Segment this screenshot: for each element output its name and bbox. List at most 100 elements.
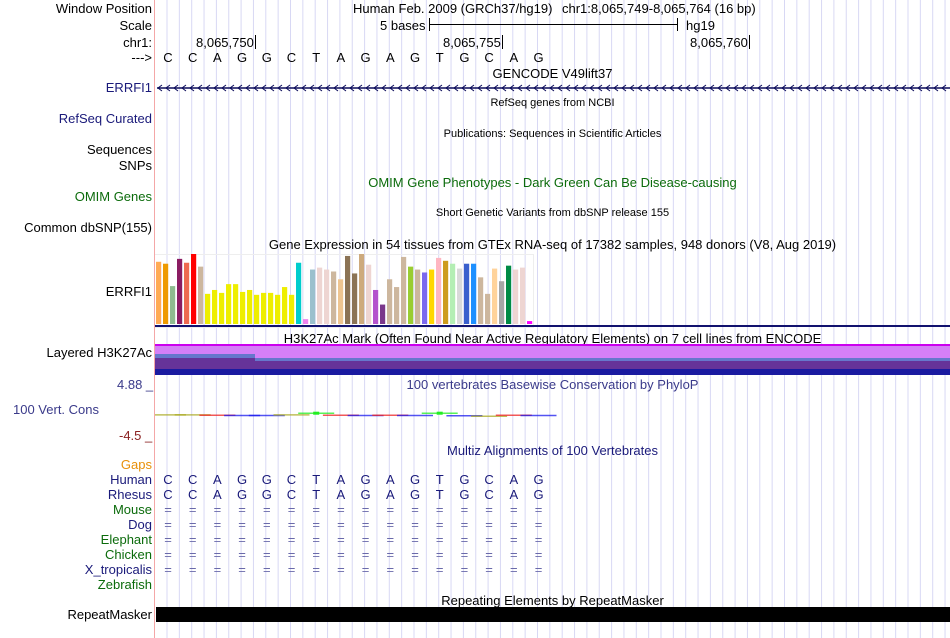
gtex-tissue-bar[interactable] xyxy=(268,292,274,324)
gtex-tissue-bar[interactable] xyxy=(261,292,267,324)
aligned-match-symbol: = xyxy=(485,562,493,577)
phylop-track-label[interactable]: 100 Vert. Cons xyxy=(13,402,99,417)
strand-chevron-icon xyxy=(549,84,555,92)
gtex-tissue-bar[interactable] xyxy=(275,294,281,324)
gtex-tissue-bar[interactable] xyxy=(191,254,197,324)
publications-label-sequences[interactable]: Sequences xyxy=(86,142,152,157)
gtex-tissue-bar[interactable] xyxy=(499,281,505,324)
gencode-gene-model[interactable] xyxy=(155,80,950,96)
refseq-track-label[interactable]: RefSeq Curated xyxy=(58,111,152,126)
strand-chevron-icon xyxy=(357,84,363,92)
h3k27ac-track-title: H3K27Ac Mark (Often Found Near Active Re… xyxy=(283,331,822,346)
gtex-tissue-bar[interactable] xyxy=(492,268,498,324)
gtex-tissue-bar[interactable] xyxy=(443,260,449,324)
aligned-match-symbol: = xyxy=(263,532,271,547)
gtex-tissue-bar[interactable] xyxy=(226,284,232,324)
species-label-chicken[interactable]: Chicken xyxy=(105,547,152,562)
phylop-conservation-plot[interactable] xyxy=(155,405,950,425)
gencode-track-title: GENCODE V49lift37 xyxy=(492,66,613,81)
species-label-elephant[interactable]: Elephant xyxy=(100,532,152,547)
strand-chevron-icon xyxy=(789,84,795,92)
gtex-tissue-bar[interactable] xyxy=(184,262,190,324)
gtex-tissue-bar[interactable] xyxy=(345,255,351,324)
gtex-bar-chart[interactable] xyxy=(155,250,535,326)
omim-track-label[interactable]: OMIM Genes xyxy=(74,189,152,204)
aligned-base: A xyxy=(509,472,519,487)
species-label-mouse[interactable]: Mouse xyxy=(112,502,152,517)
species-label-rhesus[interactable]: Rhesus xyxy=(107,487,152,502)
species-label-human[interactable]: Human xyxy=(110,472,152,487)
aligned-base: A xyxy=(385,487,395,502)
gtex-tissue-bar[interactable] xyxy=(373,289,379,324)
aligned-base: C xyxy=(484,487,494,502)
gtex-tissue-bar[interactable] xyxy=(156,261,162,324)
gtex-tissue-bar[interactable] xyxy=(422,272,428,324)
reference-base: G xyxy=(409,50,421,65)
gtex-tissue-bar[interactable] xyxy=(457,268,463,324)
aligned-match-symbol: = xyxy=(435,547,444,562)
scale-db-label: hg19 xyxy=(686,18,715,33)
gtex-tissue-bar[interactable] xyxy=(513,269,519,324)
repeatmasker-track-label[interactable]: RepeatMasker xyxy=(67,607,152,622)
publications-label-snps[interactable]: SNPs xyxy=(118,158,152,173)
gtex-tissue-bar[interactable] xyxy=(471,263,477,324)
gtex-tissue-bar[interactable] xyxy=(289,294,295,324)
gtex-track-label[interactable]: ERRFI1 xyxy=(105,284,152,299)
aligned-match-symbol: = xyxy=(485,532,493,547)
dbsnp-track-label[interactable]: Common dbSNP(155) xyxy=(24,220,152,235)
repeatmasker-element-bar[interactable] xyxy=(156,607,950,622)
gtex-tissue-bar[interactable] xyxy=(401,256,407,324)
aligned-match-symbol: = xyxy=(460,532,469,547)
species-label-dog[interactable]: Dog xyxy=(128,517,152,532)
gtex-tissue-bar[interactable] xyxy=(478,277,484,324)
aligned-base: G xyxy=(360,487,371,502)
gtex-tissue-bar[interactable] xyxy=(205,293,211,324)
gtex-tissue-bar[interactable] xyxy=(436,257,442,324)
gtex-tissue-bar[interactable] xyxy=(247,289,253,324)
strand-chevron-icon xyxy=(573,84,579,92)
gtex-tissue-bar[interactable] xyxy=(408,266,414,324)
gtex-tissue-bar[interactable] xyxy=(303,319,309,324)
gtex-tissue-bar[interactable] xyxy=(450,263,456,324)
h3k27ac-layer xyxy=(255,358,950,361)
gtex-tissue-bar[interactable] xyxy=(429,269,435,324)
gtex-tissue-bar[interactable] xyxy=(331,271,337,325)
gtex-tissue-bar[interactable] xyxy=(366,264,372,324)
gtex-tissue-bar[interactable] xyxy=(296,262,302,324)
gtex-tissue-bar[interactable] xyxy=(170,286,176,324)
gtex-tissue-bar[interactable] xyxy=(240,291,246,324)
gtex-tissue-bar[interactable] xyxy=(485,293,491,324)
gtex-tissue-bar[interactable] xyxy=(212,289,218,324)
gtex-tissue-bar[interactable] xyxy=(317,267,323,324)
phylop-peak-mark xyxy=(436,411,443,415)
gtex-tissue-bar[interactable] xyxy=(324,269,330,324)
gtex-tissue-bar[interactable] xyxy=(219,292,225,324)
gtex-tissue-bar[interactable] xyxy=(380,304,386,324)
multiz-gaps-label[interactable]: Gaps xyxy=(120,457,152,472)
gtex-tissue-bar[interactable] xyxy=(338,279,344,324)
species-label-x_tropicalis[interactable]: X_tropicalis xyxy=(84,562,152,577)
gtex-tissue-bar[interactable] xyxy=(520,267,526,324)
aligned-base: G xyxy=(409,472,421,487)
gtex-tissue-bar[interactable] xyxy=(310,269,316,324)
h3k27ac-layered-signal[interactable] xyxy=(155,344,950,376)
gtex-tissue-bar[interactable] xyxy=(282,287,288,324)
gtex-tissue-bar[interactable] xyxy=(359,254,365,324)
gtex-tissue-bar[interactable] xyxy=(198,266,204,324)
gtex-tissue-bar[interactable] xyxy=(394,287,400,324)
aligned-match-symbol: = xyxy=(386,562,395,577)
gtex-tissue-bar[interactable] xyxy=(506,265,512,324)
gtex-tissue-bar[interactable] xyxy=(163,263,169,324)
strand-chevron-icon xyxy=(205,84,211,92)
gtex-tissue-bar[interactable] xyxy=(415,269,421,324)
gtex-tissue-bar[interactable] xyxy=(254,294,260,324)
gtex-tissue-bar[interactable] xyxy=(527,321,533,324)
gtex-tissue-bar[interactable] xyxy=(352,273,358,324)
gtex-tissue-bar[interactable] xyxy=(233,284,239,324)
gencode-gene-label[interactable]: ERRFI1 xyxy=(105,80,152,95)
gtex-tissue-bar[interactable] xyxy=(387,279,393,324)
gtex-tissue-bar[interactable] xyxy=(177,258,183,324)
species-label-zebrafish[interactable]: Zebrafish xyxy=(97,577,152,592)
h3k27ac-track-label[interactable]: Layered H3K27Ac xyxy=(46,345,152,360)
gtex-tissue-bar[interactable] xyxy=(464,263,470,324)
